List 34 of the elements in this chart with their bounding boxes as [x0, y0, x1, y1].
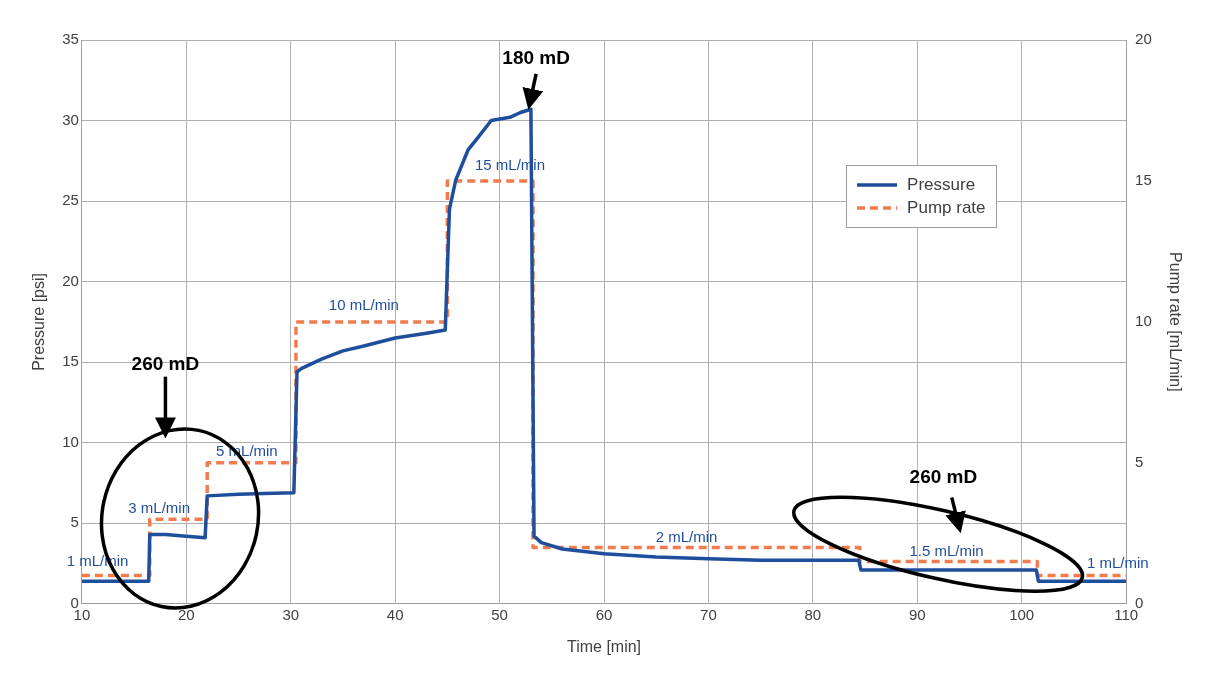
- x-axis-title: Time [min]: [566, 637, 642, 655]
- y-axis-title: Pressure [psi]: [30, 272, 48, 371]
- annotation: 260 mD: [909, 465, 978, 488]
- y-tick-label: 5: [70, 513, 79, 531]
- annotation: 1.5 mL/min: [909, 542, 984, 560]
- x-tick-label: 30: [282, 605, 300, 623]
- y2-tick-label: 20: [1135, 30, 1152, 48]
- x-tick-label: 80: [804, 605, 822, 623]
- y-tick-label: 15: [62, 352, 79, 370]
- y-tick-label: 20: [62, 271, 79, 289]
- y-tick-label: 35: [62, 30, 79, 48]
- annotation: 10 mL/min: [328, 295, 399, 313]
- legend-label: Pump rate: [907, 198, 986, 218]
- annotation: 3 mL/min: [128, 498, 190, 516]
- y2-tick-label: 5: [1135, 452, 1144, 470]
- y-tick-label: 25: [62, 191, 79, 209]
- annotation: 180 mD: [502, 46, 570, 69]
- annotation: 2 mL/min: [655, 527, 718, 545]
- x-tick-label: 60: [595, 605, 613, 623]
- annotation: 260 mD: [131, 352, 200, 375]
- x-tick-label: 70: [700, 605, 717, 623]
- annotation: 1 mL/min: [1086, 553, 1149, 571]
- x-tick-label: 100: [1009, 605, 1035, 623]
- x-tick-label: 90: [908, 605, 926, 623]
- y-tick-label: 30: [62, 110, 79, 128]
- y2-tick-label: 0: [1135, 593, 1144, 611]
- y2-tick-label: 10: [1135, 312, 1152, 330]
- y2-axis-title: Pump rate [mL/min]: [1166, 252, 1184, 392]
- y2-tick-label: 15: [1135, 171, 1152, 189]
- x-tick-label: 20: [177, 605, 195, 623]
- y-tick-label: 10: [62, 432, 79, 450]
- legend-label: Pressure: [907, 175, 976, 195]
- x-tick-label: 40: [386, 605, 404, 623]
- x-tick-label: 50: [491, 605, 508, 623]
